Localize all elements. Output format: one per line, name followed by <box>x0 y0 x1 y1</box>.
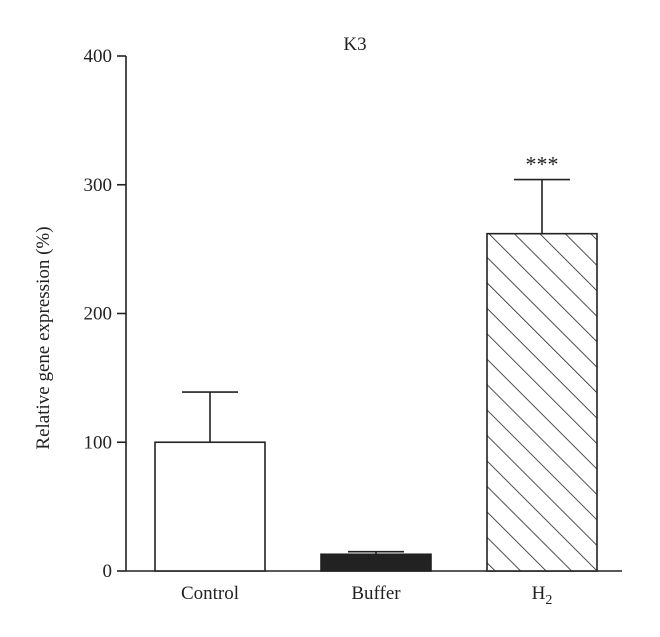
y-tick-label: 100 <box>84 432 113 453</box>
y-tick-label: 400 <box>84 46 113 67</box>
y-tick-label: 300 <box>84 175 113 196</box>
y-tick-label: 200 <box>84 304 113 325</box>
bar <box>486 232 598 572</box>
y-axis-label: Relative gene expression (%) <box>33 226 54 449</box>
significance-annotation: *** <box>526 152 559 177</box>
x-tick-label: Control <box>181 583 239 604</box>
x-axis-tick-labels: Control Buffer H2 <box>181 583 552 608</box>
x-tick-label: H2 <box>532 583 553 608</box>
bar <box>154 441 266 572</box>
chart-title: K3 <box>343 34 366 55</box>
y-axis-ticks: 0 100 200 300 400 <box>84 46 126 582</box>
x-tick-label: Buffer <box>351 583 401 604</box>
bar <box>320 553 432 572</box>
bars: *** <box>154 152 598 572</box>
y-tick-label: 0 <box>103 561 113 582</box>
